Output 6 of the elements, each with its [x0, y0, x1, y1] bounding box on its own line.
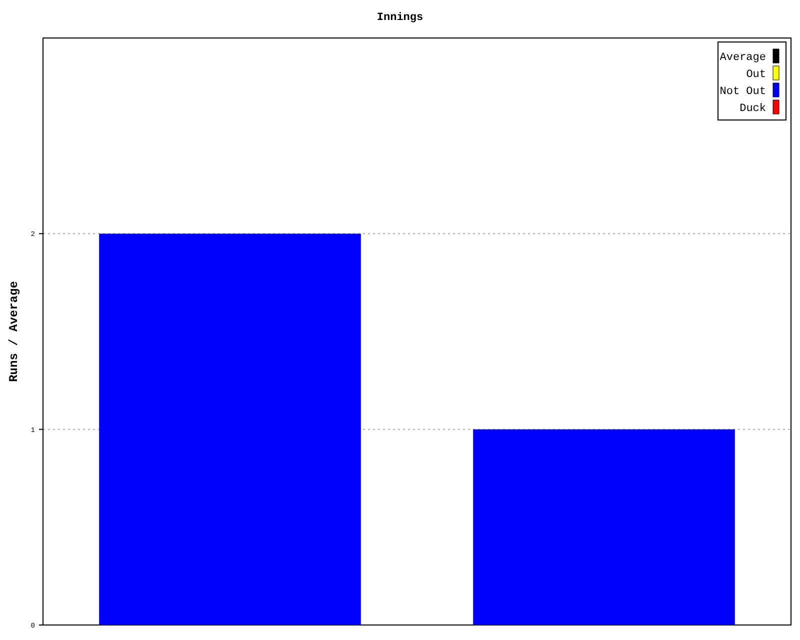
- legend-label: Not Out: [720, 86, 766, 98]
- chart-title: Innings: [376, 12, 424, 24]
- legend-label: Out: [746, 68, 766, 81]
- y-axis-title: Runs / Average: [7, 281, 21, 382]
- legend-label: Duck: [740, 102, 766, 115]
- legend-label: Average: [720, 52, 766, 64]
